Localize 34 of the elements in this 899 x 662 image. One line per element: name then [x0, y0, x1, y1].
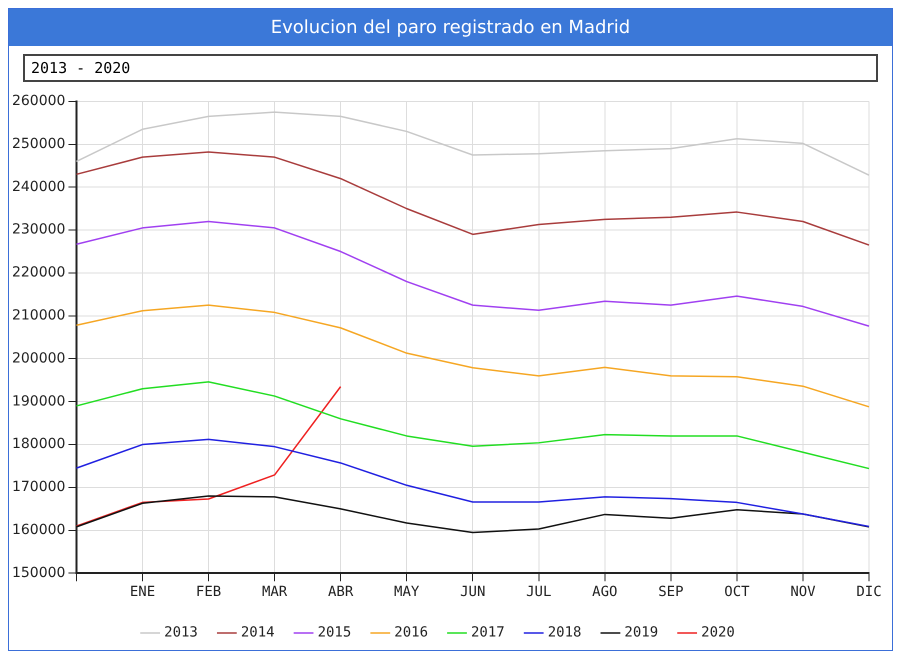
y-tick-label: 190000: [12, 393, 66, 410]
x-tick-label: AGO: [592, 584, 618, 600]
legend-label: 2018: [548, 624, 582, 641]
y-tick-label: 170000: [12, 479, 66, 496]
x-tick-label: JUN: [460, 584, 486, 600]
legend-label: 2019: [624, 624, 658, 641]
x-tick-label: ABR: [328, 584, 354, 600]
y-tick-label: 230000: [12, 222, 66, 238]
y-tick-label: 220000: [12, 264, 66, 281]
y-tick-label: 200000: [12, 350, 66, 366]
x-tick-label: JUL: [526, 584, 552, 600]
legend-label: 2015: [318, 624, 352, 641]
x-tick-label: SEP: [658, 584, 684, 600]
legend-label: 2013: [164, 624, 198, 641]
x-tick-label: DIC: [856, 584, 882, 600]
y-tick-label: 210000: [12, 307, 66, 324]
legend-label: 2016: [394, 624, 428, 641]
y-tick-label: 250000: [12, 136, 66, 152]
legend-label: 2017: [471, 624, 505, 641]
y-tick-label: 240000: [12, 178, 66, 195]
y-tick-label: 160000: [12, 522, 66, 538]
x-tick-label: MAR: [262, 584, 288, 600]
y-tick-label: 260000: [12, 93, 66, 110]
x-tick-label: OCT: [724, 584, 750, 600]
y-tick-label: 150000: [12, 564, 66, 581]
legend-label: 2020: [701, 624, 735, 641]
chart-title: Evolucion del paro registrado en Madrid: [9, 9, 892, 46]
x-tick-label: MAY: [394, 584, 420, 600]
legend-label: 2014: [240, 624, 275, 641]
y-tick-label: 180000: [12, 436, 66, 452]
x-tick-label: FEB: [196, 584, 222, 600]
chart-subtitle: 2013 - 2020: [23, 54, 878, 82]
x-tick-label: ENE: [130, 584, 156, 600]
x-tick-label: NOV: [790, 584, 816, 600]
